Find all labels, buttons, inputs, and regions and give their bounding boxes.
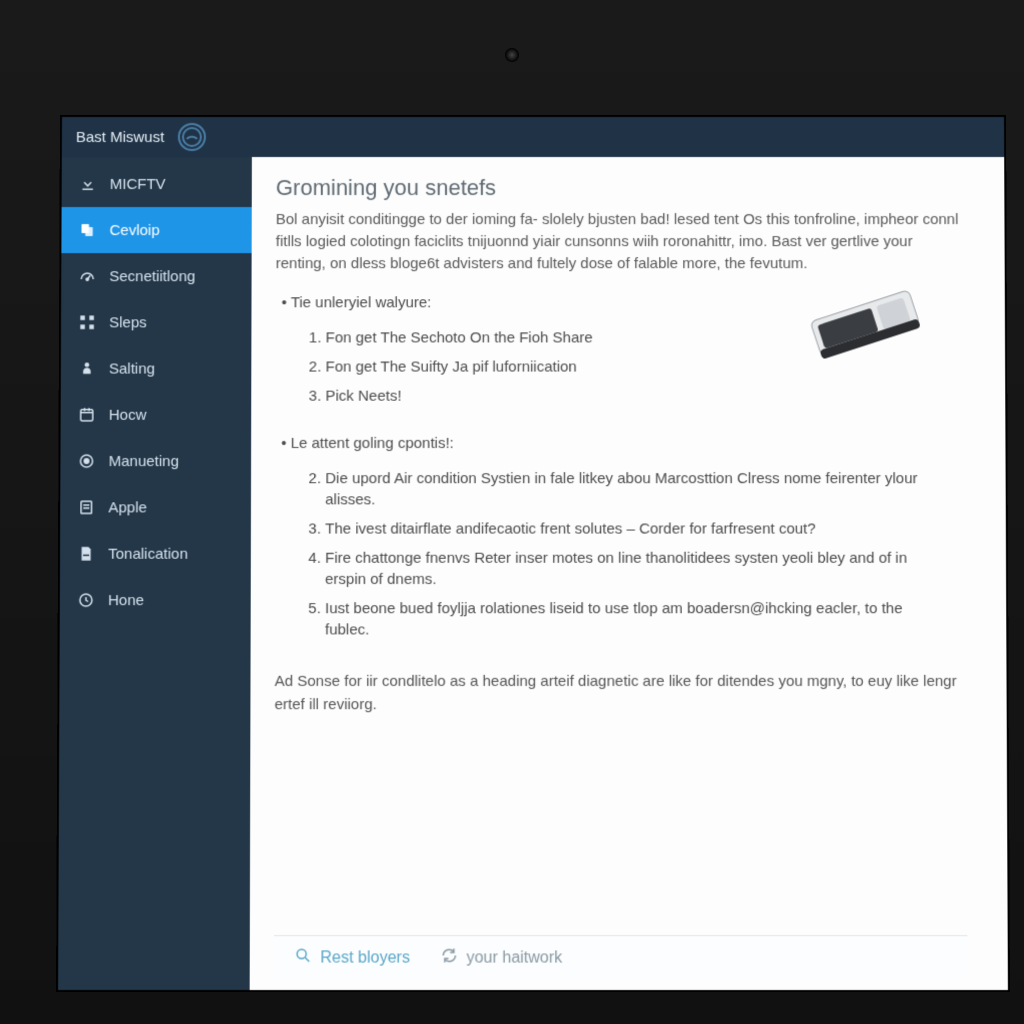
sidebar-item-label: Secnetiitlong: [109, 268, 195, 285]
sidebar-item-label: Sleps: [109, 314, 147, 331]
sidebar-item-salting[interactable]: Salting: [61, 345, 252, 391]
page-icon: [76, 544, 96, 564]
grid-icon: [77, 312, 97, 332]
sidebar-item-label: Manueting: [109, 453, 179, 470]
sidebar-item-sleps[interactable]: Sleps: [61, 299, 252, 345]
list-item: Pick Neets!: [325, 386, 927, 407]
person-icon: [77, 359, 97, 379]
sidebar-item-hone[interactable]: Hone: [60, 577, 251, 623]
intro-paragraph: Bol anyisit conditingge to der ioming fa…: [276, 209, 965, 274]
sidebar-item-label: Tonalication: [108, 545, 188, 562]
main-content: Gromining you snetefs Bol anyisit condit…: [250, 157, 1008, 990]
sidebar-item-secnetiitlong[interactable]: Secnetiitlong: [61, 253, 251, 299]
sidebar-item-label: Apple: [108, 499, 147, 516]
sidebar-item-label: Hocw: [109, 406, 147, 423]
sidebar-item-label: MICFTV: [110, 176, 166, 193]
sidebar-item-label: Cevloip: [110, 222, 160, 239]
refresh-icon: [440, 946, 458, 969]
webcam: [505, 48, 519, 62]
footer-link-label: your haitwork: [466, 949, 562, 967]
sidebar-item-manueting[interactable]: Manueting: [60, 438, 251, 484]
app-logo-icon: [178, 123, 206, 151]
page-title: Gromining you snetefs: [276, 175, 965, 201]
titlebar: Bast Miswust: [62, 117, 1004, 157]
laptop-bezel: Bast Miswust MICFTV Cevloip: [0, 0, 1024, 1024]
app-window: Bast Miswust MICFTV Cevloip: [56, 115, 1010, 992]
footer-link-rest[interactable]: Rest bloyers: [294, 946, 410, 969]
list-b: Die upord Air condition Systien in fale …: [325, 460, 966, 649]
sidebar-item-label: Hone: [108, 592, 144, 609]
list-item: The ivest ditairflate andifecaotic frent…: [325, 519, 927, 540]
outro-paragraph: Ad Sonse for iir condlitelo as a heading…: [275, 671, 967, 716]
content-footer: Rest bloyers your haitwork: [274, 935, 968, 980]
sidebar-item-tonalication[interactable]: Tonalication: [60, 531, 251, 577]
sidebar-item-hocw[interactable]: Hocw: [61, 392, 252, 438]
workspace: MICFTV Cevloip Secnetiitlong: [58, 157, 1008, 990]
footer-link-haitwork[interactable]: your haitwork: [440, 946, 562, 969]
sidebar-item-apple[interactable]: Apple: [60, 484, 251, 530]
device-illustration: [794, 277, 945, 367]
calendar-icon: [77, 405, 97, 425]
app-title: Bast Miswust: [76, 128, 164, 145]
section-b-heading: • Le attent goling cpontis!:: [281, 435, 965, 452]
copy-icon: [77, 220, 97, 240]
list-item: Iust beone bued foyljja rolationes lisei…: [325, 598, 928, 640]
sidebar-item-cevloip[interactable]: Cevloip: [61, 207, 251, 253]
doc-icon: [76, 497, 96, 517]
gauge-icon: [77, 266, 97, 286]
sidebar-item-label: Salting: [109, 360, 155, 377]
target-icon: [76, 451, 96, 471]
sidebar-item-micftv[interactable]: MICFTV: [62, 161, 252, 207]
download-icon: [78, 174, 98, 194]
clock-icon: [76, 590, 96, 610]
list-item: Fire chattonge fnenvs Reter inser motes …: [325, 548, 928, 590]
list-item: Die upord Air condition Systien in fale …: [325, 468, 927, 510]
search-icon: [294, 946, 312, 969]
footer-link-label: Rest bloyers: [320, 949, 410, 967]
sidebar: MICFTV Cevloip Secnetiitlong: [58, 157, 252, 990]
